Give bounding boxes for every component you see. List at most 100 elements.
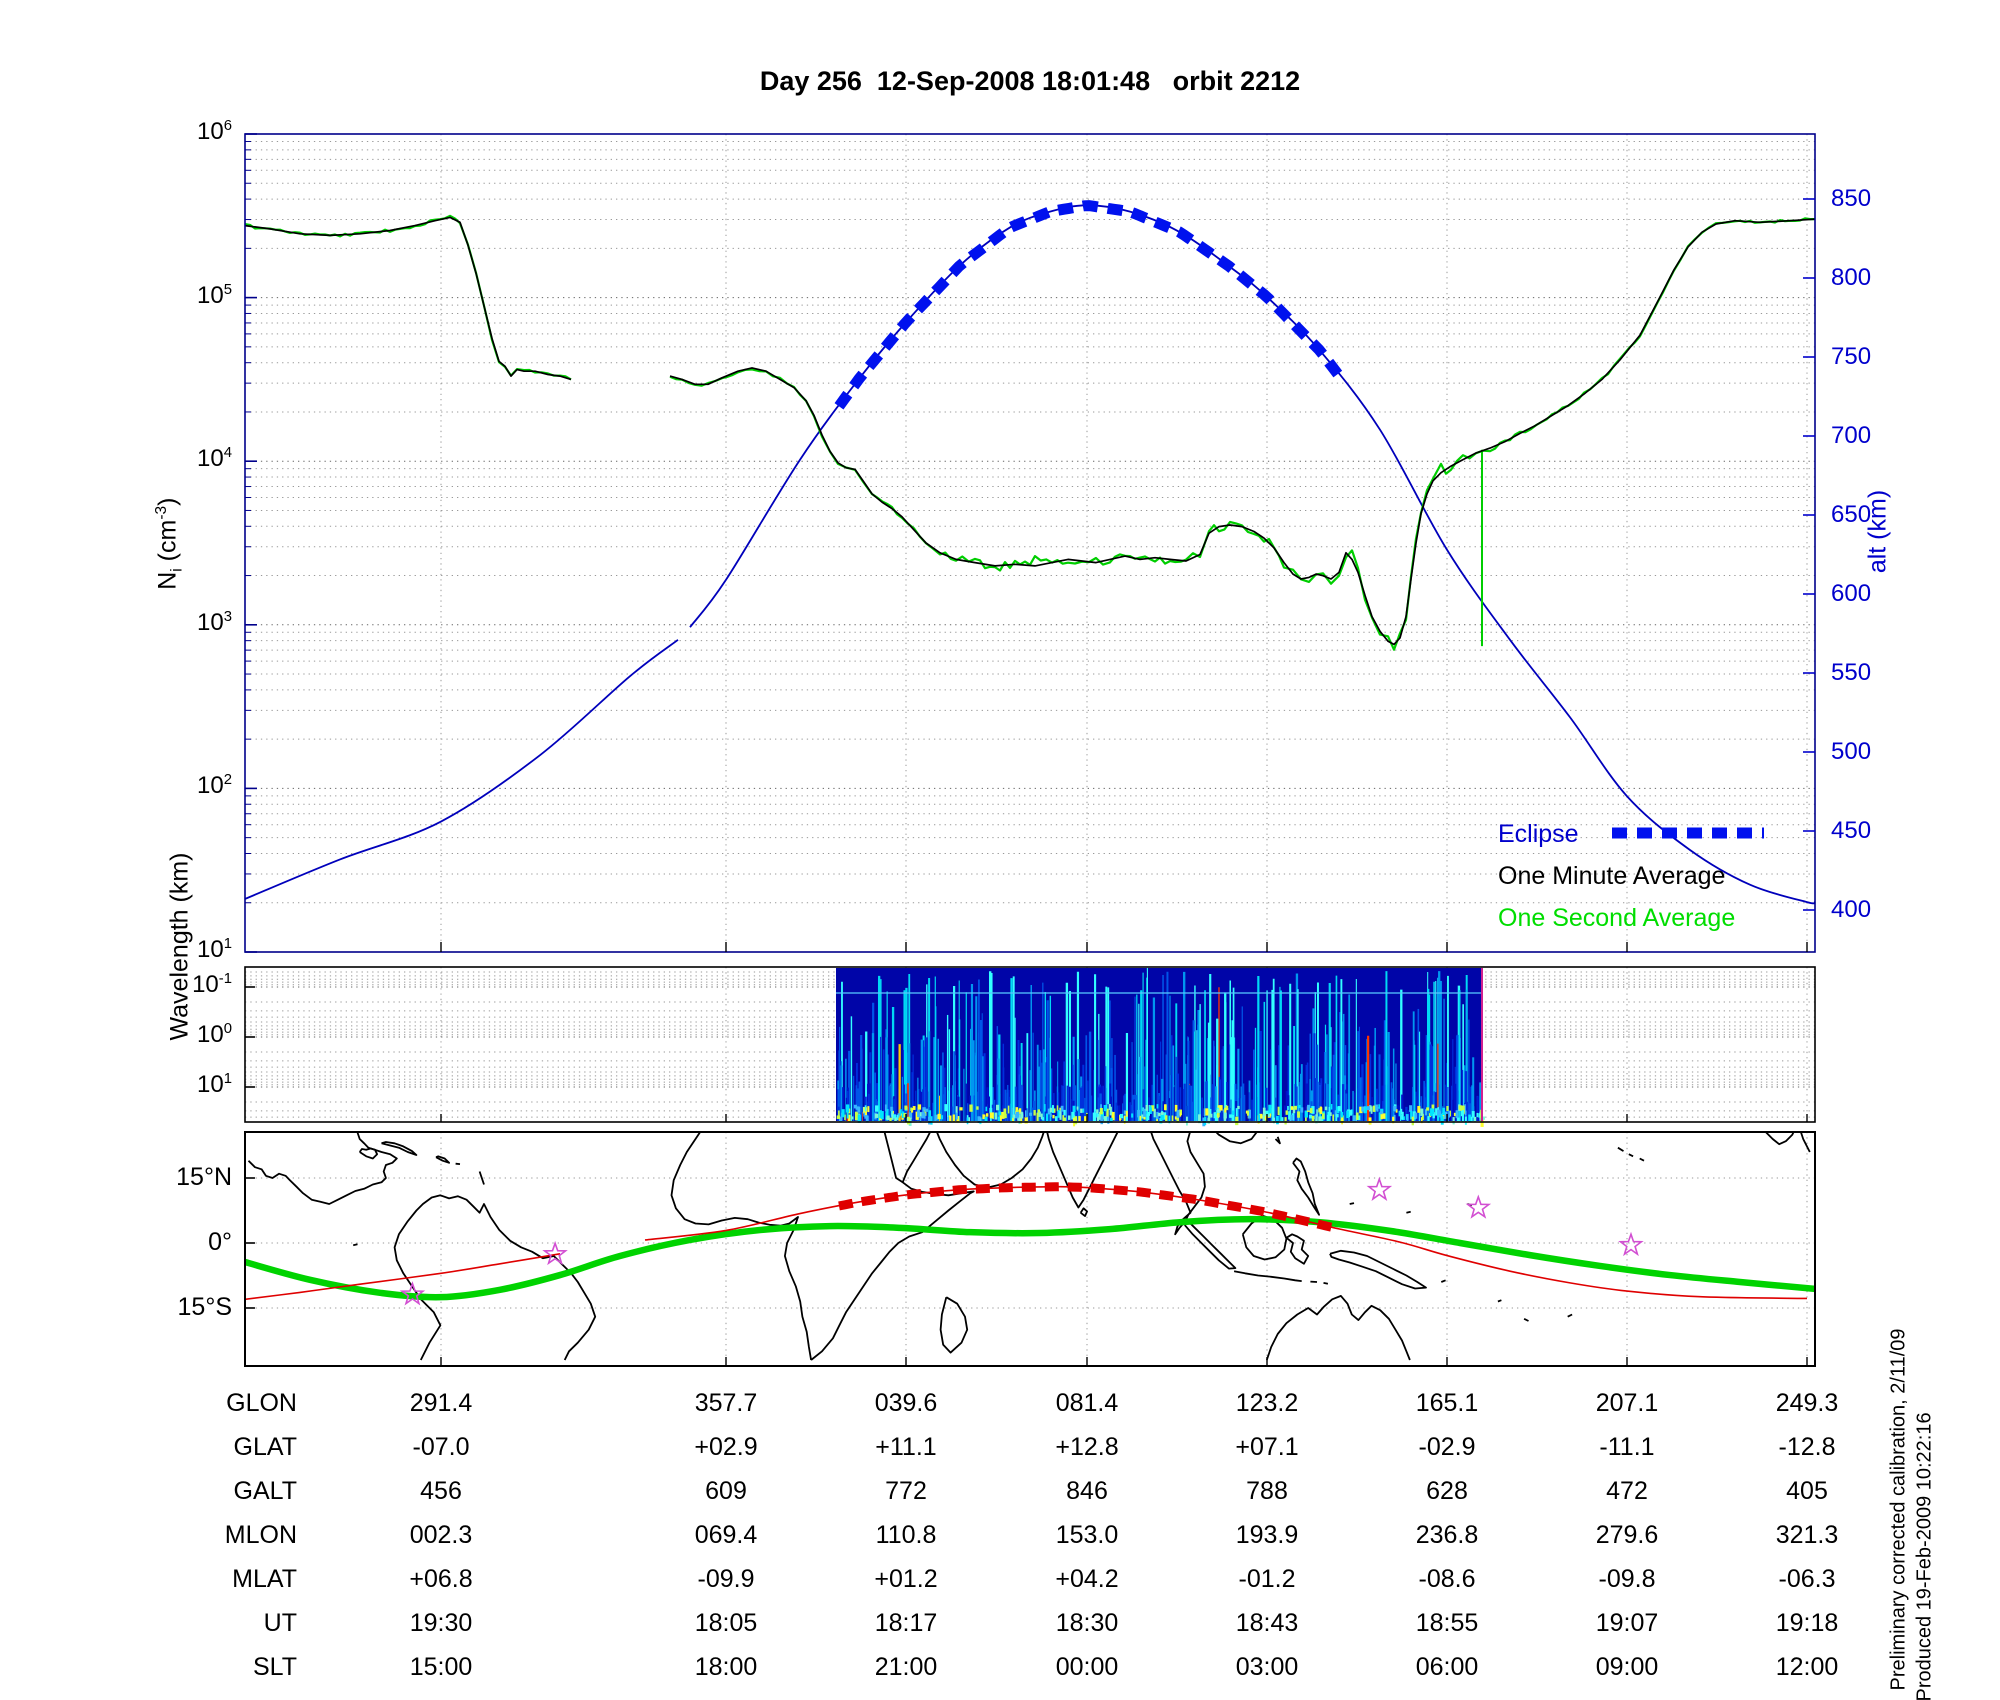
table-cell: 18:05: [694, 1609, 758, 1637]
table-cell: 110.8: [875, 1521, 937, 1549]
table-cell: 193.9: [1235, 1521, 1299, 1549]
table-cell: 039.6: [874, 1389, 938, 1417]
table-cell: 321.3: [1775, 1521, 1839, 1549]
table-cell: 123.2: [1235, 1389, 1299, 1417]
panel-borders-and-ticks: [244, 133, 1816, 1367]
calibration-note: Preliminary corrected calibration, 2/11/…: [1887, 1328, 1910, 1691]
table-cell: 249.3: [1775, 1389, 1839, 1417]
density-tick-label: 105: [197, 281, 232, 309]
table-cell: 846: [1066, 1477, 1108, 1505]
density-tick-label: 101: [197, 936, 232, 963]
table-cell: -11.1: [1599, 1433, 1655, 1461]
altitude-tick-label: 550: [1831, 659, 1872, 686]
world-map: [245, 1132, 1815, 1366]
map-lat-label: 0°: [208, 1228, 232, 1256]
coastlines: [245, 1132, 1815, 1361]
table-cell: 165.1: [1415, 1389, 1479, 1417]
legend-second-label: One Second Average: [1498, 904, 1736, 932]
altitude-tick-label: 650: [1831, 501, 1872, 528]
altitude-axis-title: alt (km): [1863, 489, 1892, 574]
table-cell: 12:00: [1775, 1653, 1839, 1681]
table-row-label: UT: [263, 1609, 297, 1637]
density-tick-label: 103: [197, 608, 232, 636]
altitude-tick-label: 400: [1831, 896, 1872, 923]
produced-note: Produced 19-Feb-2009 10:22:16: [1913, 1412, 1936, 1700]
table-cell: 09:00: [1595, 1653, 1659, 1681]
table-cell: +11.1: [875, 1433, 937, 1461]
table-row-label: MLON: [224, 1521, 297, 1549]
table-cell: 069.4: [694, 1521, 758, 1549]
table-cell: 18:43: [1235, 1609, 1299, 1637]
table-cell: 357.7: [694, 1389, 758, 1417]
table-cell: +02.9: [694, 1433, 758, 1461]
table-row-label: GALT: [233, 1477, 297, 1505]
table-cell: 609: [705, 1477, 747, 1505]
table-cell: 456: [420, 1477, 462, 1505]
density-tick-label: 106: [197, 118, 232, 145]
ground-station-star: [1366, 1176, 1393, 1201]
table-cell: 081.4: [1055, 1389, 1119, 1417]
table-cell: 788: [1246, 1477, 1288, 1505]
data-curves: [244, 200, 1816, 905]
table-cell: -12.8: [1778, 1433, 1836, 1461]
altitude-tick-label: 750: [1831, 343, 1872, 370]
wavelength-tick-label: 10-1: [192, 971, 232, 998]
ground-station-star: [542, 1240, 568, 1266]
page-title: Day 256 12-Sep-2008 18:01:48 orbit 2212: [759, 66, 1301, 96]
table-cell: 207.1: [1595, 1389, 1659, 1417]
table-cell: -07.0: [412, 1433, 470, 1461]
density-panel-grid: [245, 133, 1815, 953]
altitude-tick-label: 450: [1831, 817, 1872, 844]
table-cell: 18:30: [1055, 1609, 1119, 1637]
table-cell: 03:00: [1235, 1653, 1299, 1681]
table-cell: -01.2: [1238, 1565, 1296, 1593]
table-cell: 628: [1426, 1477, 1468, 1505]
ground-station-star: [399, 1281, 426, 1306]
table-cell: +07.1: [1235, 1433, 1299, 1461]
ground-station-star: [1618, 1231, 1644, 1257]
table-cell: 00:00: [1055, 1653, 1119, 1681]
wavelength-spectrogram: [836, 968, 1485, 1127]
altitude-tick-label: 600: [1831, 580, 1872, 607]
legend-eclipse-label: Eclipse: [1498, 820, 1579, 848]
table-cell: 291.4: [409, 1389, 473, 1417]
table-cell: +04.2: [1055, 1565, 1119, 1593]
table-cell: 19:18: [1775, 1609, 1839, 1637]
table-cell: -09.8: [1598, 1565, 1656, 1593]
table-cell: -02.9: [1418, 1433, 1476, 1461]
table-row-label: SLT: [253, 1653, 297, 1681]
legend-minute-label: One Minute Average: [1498, 862, 1726, 890]
table-cell: 18:55: [1415, 1609, 1479, 1637]
table-cell: +12.8: [1055, 1433, 1119, 1461]
table-cell: +01.2: [874, 1565, 938, 1593]
map-lat-label: 15°S: [177, 1292, 232, 1321]
table-cell: 279.6: [1595, 1521, 1659, 1549]
eclipse-curve: [834, 200, 1344, 410]
table-cell: 19:30: [409, 1609, 473, 1637]
table-cell: -09.9: [697, 1565, 755, 1593]
table-cell: 19:07: [1595, 1609, 1659, 1637]
ground-station-star: [1465, 1194, 1492, 1219]
altitude-tick-label: 800: [1831, 264, 1872, 291]
map-lat-label: 15°N: [176, 1163, 232, 1191]
table-cell: +06.8: [409, 1565, 473, 1593]
table-cell: 405: [1786, 1477, 1828, 1505]
table-row-label: MLAT: [232, 1565, 297, 1593]
table-cell: 18:17: [874, 1609, 938, 1637]
density-tick-label: 104: [197, 445, 232, 473]
altitude-tick-label: 500: [1831, 738, 1872, 765]
table-cell: -06.3: [1778, 1565, 1836, 1593]
wavelength-tick-label: 101: [197, 1071, 232, 1098]
table-cell: -08.6: [1418, 1565, 1476, 1593]
altitude-tick-label: 850: [1831, 185, 1872, 212]
table-cell: 236.8: [1415, 1521, 1479, 1549]
density-tick-label: 102: [197, 772, 232, 800]
table-cell: 153.0: [1055, 1521, 1119, 1549]
table-cell: 15:00: [409, 1653, 473, 1681]
table-cell: 002.3: [409, 1521, 473, 1549]
table-row-label: GLON: [226, 1389, 297, 1417]
table-cell: 21:00: [874, 1653, 938, 1681]
table-row-label: GLAT: [233, 1433, 297, 1461]
